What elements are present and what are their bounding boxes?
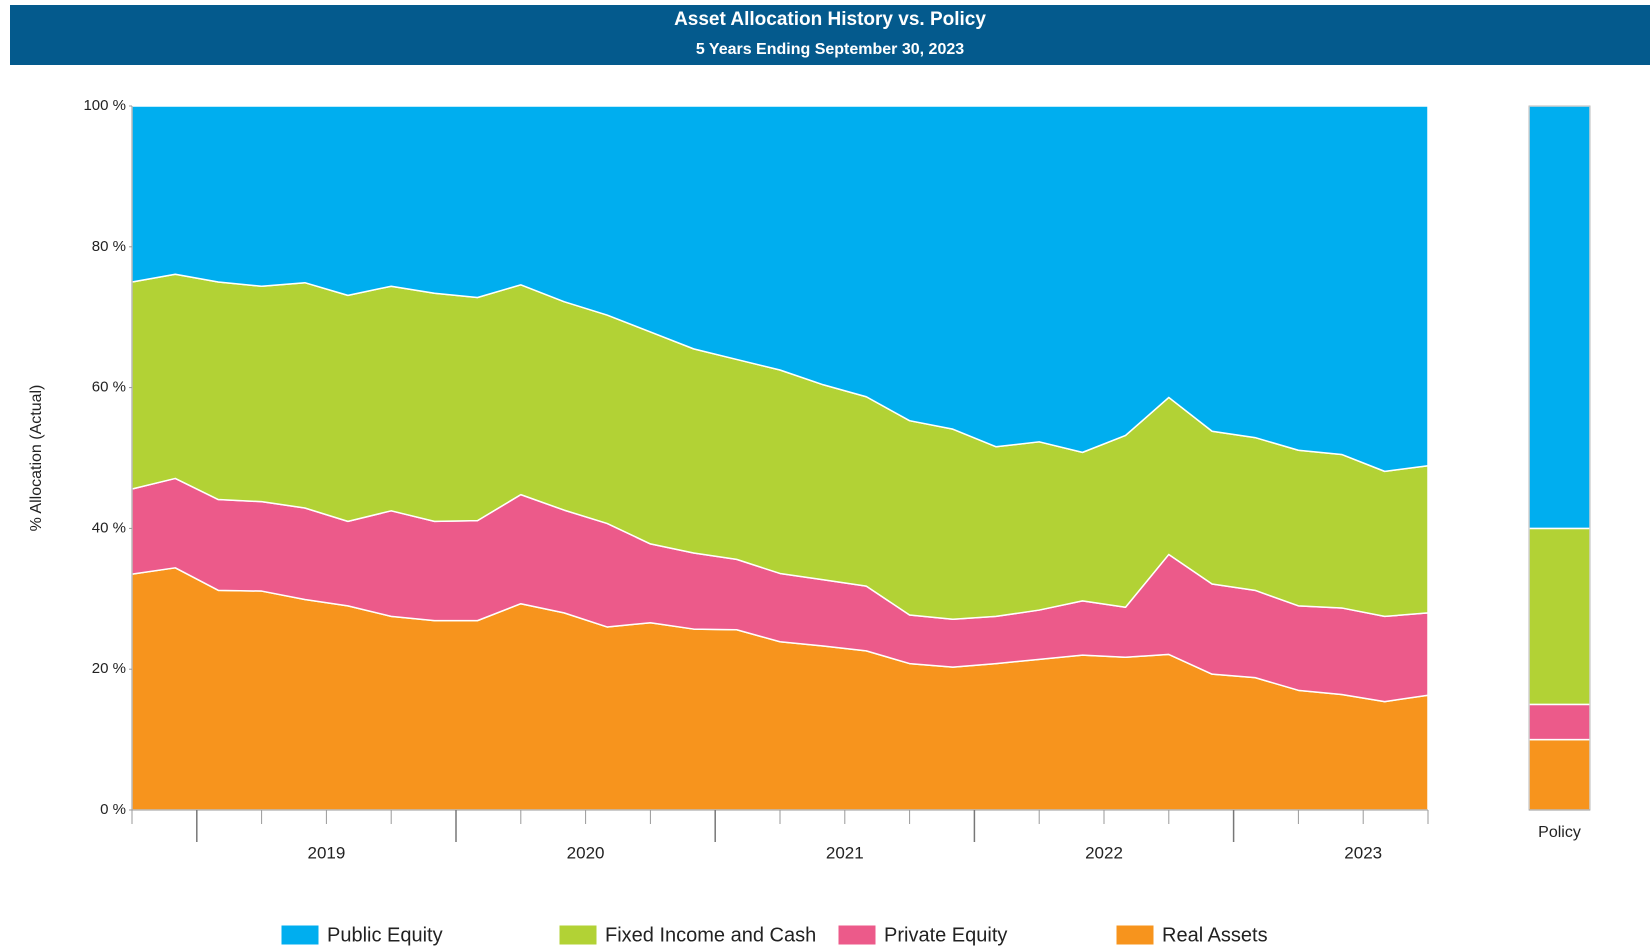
y-tick-label: 0 % [100,801,126,818]
x-tick-label: 2022 [1085,843,1123,862]
legend-swatch [558,924,598,946]
y-axis-title: % Allocation (Actual) [28,385,45,532]
area [131,105,1429,473]
y-tick-label: 40 % [92,519,126,536]
x-tick-label: 2020 [567,843,605,862]
y-tick-label: 20 % [92,660,126,677]
x-tick-label: 2019 [307,843,345,862]
x-tick-label: 2023 [1344,843,1382,862]
header-band [10,5,1650,65]
x-tick-label: 2021 [826,843,864,862]
y-tick-label: 80 % [92,238,126,255]
legend-swatch [837,924,877,946]
y-tick-label: 60 % [92,379,126,396]
chart-subtitle: 5 Years Ending September 30, 2023 [696,41,964,58]
policy-segment [1528,703,1591,741]
legend-label: Real Assets [1162,924,1268,946]
policy-segment [1528,105,1591,530]
policy-label: Policy [1538,824,1581,841]
legend-label: Fixed Income and Cash [605,924,816,946]
legend-label: Private Equity [884,924,1007,946]
policy-segment [1528,738,1591,811]
legend-swatch [1115,924,1155,946]
chart-title: Asset Allocation History vs. Policy [674,9,986,30]
policy-segment [1528,527,1591,706]
legend-label: Public Equity [327,924,443,946]
y-tick-label: 100 % [83,97,126,114]
legend-swatch [280,924,320,946]
